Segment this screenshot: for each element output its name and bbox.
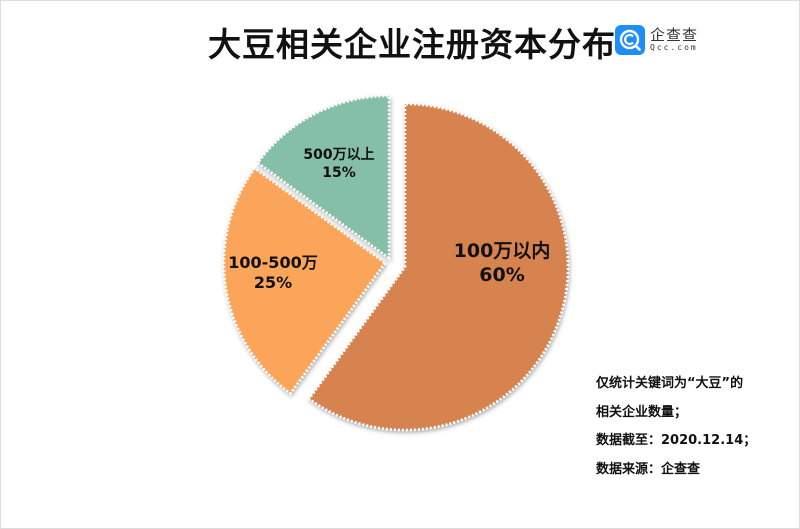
footnote-line: 数据来源：企查查: [596, 461, 701, 477]
logo-name-cn: 企查查: [650, 26, 699, 44]
slice-label-500w-above: 500万以上 15%: [289, 147, 389, 182]
pie-slice-500w-above[interactable]: [256, 94, 391, 261]
pie-slice-100w-below[interactable]: [307, 102, 570, 432]
footnote-line: 数据截至：2020.12.14；: [596, 433, 757, 448]
footnote-line: 相关企业数量；: [596, 404, 688, 420]
qcc-logo: 企查查 Qcc.com: [615, 25, 698, 55]
qcc-logo-icon: [615, 25, 645, 55]
slice-percent: 15%: [322, 164, 356, 181]
slice-name: 500万以上: [303, 147, 375, 163]
pie-slice-100-500w[interactable]: [222, 166, 387, 396]
slice-label-100-500w: 100-500万 25%: [218, 253, 328, 293]
slice-percent: 25%: [253, 273, 293, 292]
slice-name: 100万以内: [453, 240, 551, 262]
slice-percent: 60%: [479, 263, 525, 286]
slice-label-100w-below: 100万以内 60%: [442, 240, 562, 288]
chart-title: 大豆相关企业注册资本分布: [208, 25, 616, 64]
slice-name: 100-500万: [228, 253, 318, 272]
logo-name-en: Qcc.com: [650, 43, 698, 52]
footnote: 仅统计关键词为“大豆”的 相关企业数量； 数据截至：2020.12.14； 数据…: [596, 370, 756, 484]
footnote-line: 仅统计关键词为“大豆”的: [596, 376, 744, 391]
